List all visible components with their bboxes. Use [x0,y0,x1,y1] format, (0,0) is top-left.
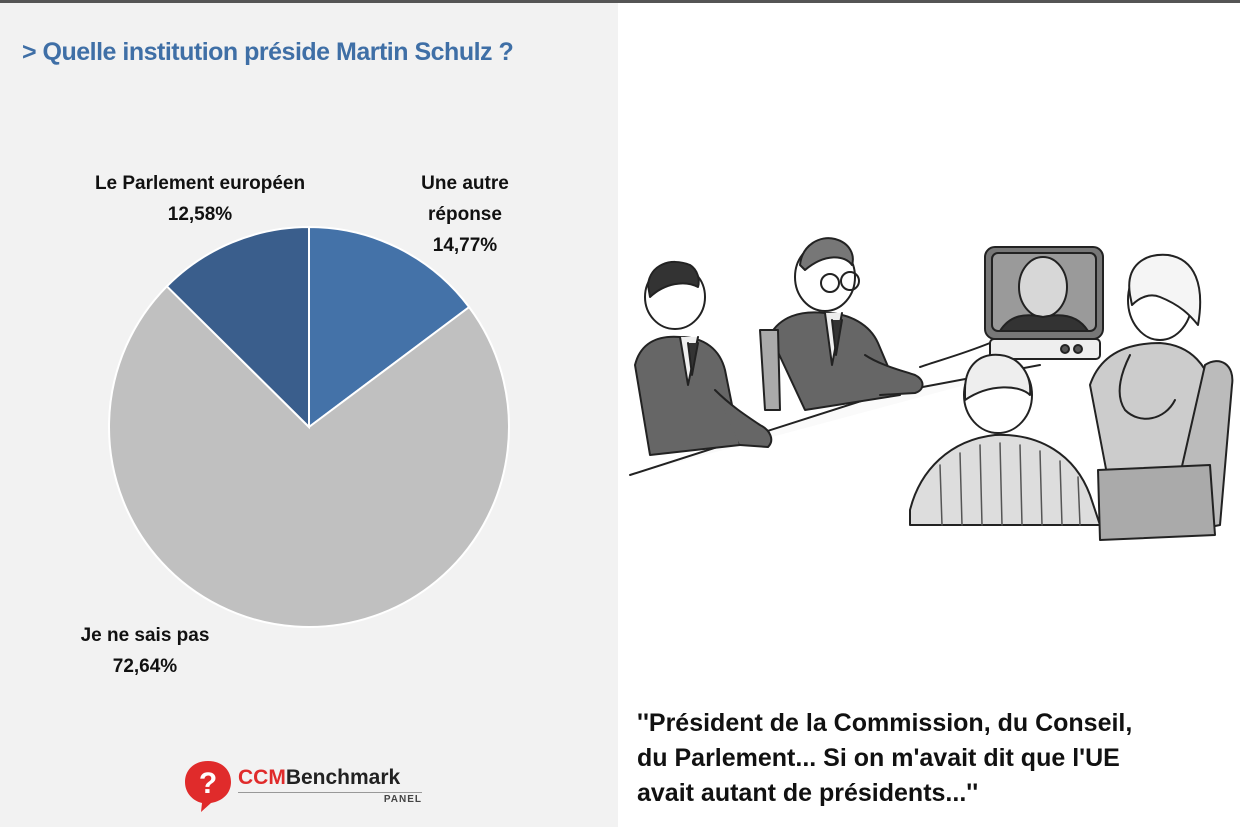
label-autre-line2: réponse [428,204,502,225]
label-parlement-europeen: Le Parlement européen 12,58% [60,168,340,230]
logo-benchmark: Benchmark [285,766,401,789]
value-parlement-europeen: 12,58% [167,204,233,225]
value-autre-reponse: 14,77% [432,235,498,256]
logo-panel-label: PANEL [383,794,422,805]
logo-wordmark: CCMBenchmark [238,766,400,790]
logo-ccm: CCM [238,766,286,789]
top-border [0,0,1240,3]
slice-parlement-europeen [165,225,310,430]
label-autre-line1: Une autre [421,173,509,194]
caption-line-1: ''Président de la Commission, du Conseil… [637,709,1133,737]
label-sais-pas-line1: Je ne sais pas [80,625,210,646]
cartoon-caption: ''Président de la Commission, du Conseil… [637,706,1227,811]
pie-chart [108,225,511,628]
chart-title: > Quelle institution préside Martin Schu… [22,38,514,66]
label-parlement-line1: Le Parlement européen [94,173,306,194]
logo-divider [238,792,422,793]
ccm-benchmark-logo: ? CCMBenchmark PANEL [182,758,432,814]
label-autre-reponse: Une autre réponse 14,77% [405,168,525,261]
caption-line-2: du Parlement... Si on m'avait dit que l'… [637,744,1120,772]
caption-line-3: avait autant de présidents...'' [637,779,979,807]
label-je-ne-sais-pas: Je ne sais pas 72,64% [55,620,235,682]
slice-je-ne-sais-pas [108,284,511,628]
value-je-ne-sais-pas: 72,64% [112,656,178,677]
slice-autre-reponse [308,225,471,429]
question-mark-icon: ? [185,761,231,812]
svg-text:?: ? [199,767,217,800]
meeting-cartoon-illustration [629,237,1234,541]
